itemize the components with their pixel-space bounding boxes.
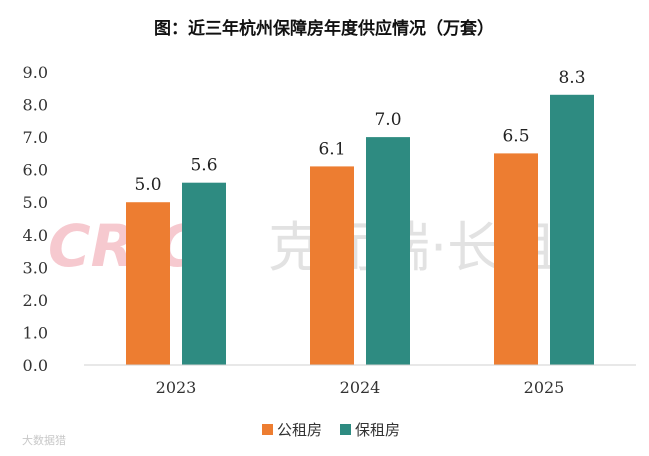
data-label: 7.0 xyxy=(374,110,401,130)
y-tick-label: 8.0 xyxy=(23,96,48,115)
data-labels: 5.0 5.6 6.1 7.0 6.5 8.3 xyxy=(134,68,585,195)
bar-affordable-rental-2023 xyxy=(182,182,226,365)
x-tick-label: 2023 xyxy=(156,378,197,397)
legend: 公租房 保租房 xyxy=(262,421,400,439)
data-label: 5.0 xyxy=(134,175,161,195)
y-tick-label: 2.0 xyxy=(23,291,48,310)
data-label: 5.6 xyxy=(190,156,217,176)
bar-affordable-rental-2024 xyxy=(366,137,410,365)
corner-mark: 大数据猎 xyxy=(22,433,66,447)
legend-label: 保租房 xyxy=(355,421,400,439)
y-tick-label: 4.0 xyxy=(23,226,48,245)
y-tick-label: 6.0 xyxy=(23,161,48,180)
bar-public-rental-2023 xyxy=(126,202,170,365)
y-tick-label: 3.0 xyxy=(23,258,48,277)
watermark-latin: CRIC xyxy=(48,212,199,280)
y-tick-label: 9.0 xyxy=(23,63,48,82)
x-tick-label: 2024 xyxy=(340,378,381,397)
chart-title: 图：近三年杭州保障房年度供应情况（万套） xyxy=(154,18,494,39)
y-tick-label: 0.0 xyxy=(23,356,48,375)
x-axis-ticks: 2023 2024 2025 xyxy=(156,378,565,397)
legend-swatch xyxy=(262,424,273,435)
bar-public-rental-2024 xyxy=(310,166,354,365)
y-axis-ticks: 0.0 1.0 2.0 3.0 4.0 5.0 6.0 7.0 8.0 9.0 xyxy=(23,63,48,375)
data-label: 8.3 xyxy=(558,68,585,88)
legend-swatch xyxy=(340,424,351,435)
y-tick-label: 7.0 xyxy=(23,128,48,147)
bar-affordable-rental-2025 xyxy=(550,94,594,366)
y-tick-label: 1.0 xyxy=(23,323,48,342)
data-label: 6.5 xyxy=(502,126,529,146)
bars xyxy=(126,94,594,366)
data-label: 6.1 xyxy=(318,139,345,159)
watermark: CRIC 克而瑞·长租 xyxy=(48,212,555,280)
x-tick-label: 2025 xyxy=(524,378,565,397)
y-tick-label: 5.0 xyxy=(23,193,48,212)
bar-public-rental-2025 xyxy=(494,153,538,365)
legend-label: 公租房 xyxy=(277,421,322,439)
